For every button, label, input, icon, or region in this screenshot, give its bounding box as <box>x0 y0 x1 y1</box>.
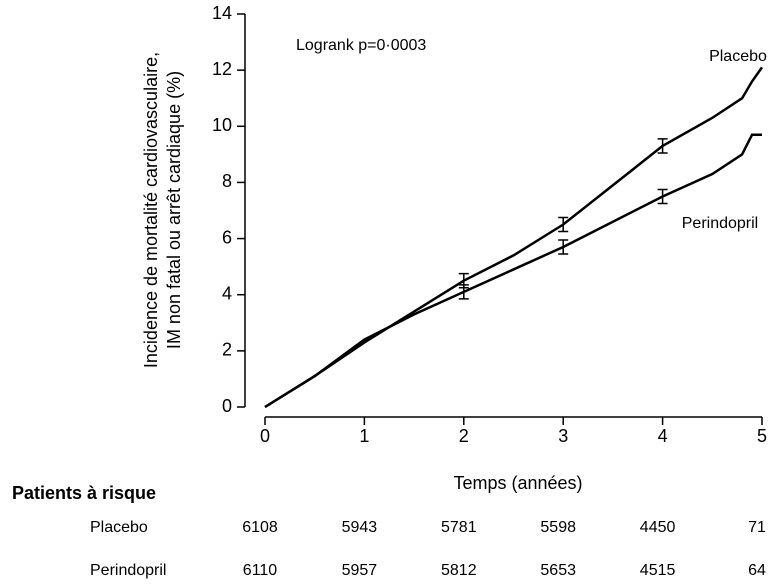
risk-row-name: Perindopril <box>90 562 166 579</box>
error-bar <box>657 138 668 154</box>
error-bar <box>657 188 668 205</box>
y-tick-label: 0 <box>222 396 232 416</box>
y-tick-label: 4 <box>222 283 232 303</box>
x-tick-label: 5 <box>757 426 767 446</box>
risk-count: 5812 <box>441 562 477 579</box>
error-bar <box>458 284 469 300</box>
x-tick-label: 2 <box>459 426 469 446</box>
risk-count: 5653 <box>540 562 576 579</box>
error-bar <box>558 216 569 233</box>
risk-count: 5781 <box>441 519 477 536</box>
risk-count: 64 <box>748 562 766 579</box>
y-tick-label: 14 <box>212 3 232 23</box>
risk-row-name: Placebo <box>90 519 148 536</box>
risk-table-title: Patients à risque <box>12 483 156 503</box>
km-curve <box>264 66 764 409</box>
risk-count: 4515 <box>640 562 676 579</box>
risk-count: 6110 <box>243 562 278 579</box>
y-axis-label: IM non fatal ou arrêt cardiaque (%) <box>164 71 184 349</box>
x-tick-label: 3 <box>558 426 568 446</box>
risk-count: 71 <box>748 519 766 536</box>
risk-count: 5957 <box>342 562 378 579</box>
risk-count: 5598 <box>540 519 576 536</box>
y-tick-label: 2 <box>222 340 232 360</box>
y-tick-label: 8 <box>222 171 232 191</box>
x-tick-label: 1 <box>359 426 369 446</box>
y-tick-label: 6 <box>222 227 232 247</box>
x-tick-label: 4 <box>658 426 668 446</box>
km-curve <box>264 133 762 409</box>
series-label: Placebo <box>709 48 767 65</box>
risk-count: 6108 <box>242 519 278 536</box>
series-label: Perindopril <box>682 215 758 232</box>
x-tick-label: 0 <box>260 426 270 446</box>
annotation: Logrank p=0·0003 <box>296 37 426 54</box>
y-tick-label: 10 <box>212 115 232 135</box>
x-axis-label: Temps (années) <box>453 473 582 493</box>
y-tick-label: 12 <box>212 59 232 79</box>
y-axis-label: Incidence de mortalité cardiovasculaire, <box>141 52 161 368</box>
risk-count: 4450 <box>640 519 676 536</box>
risk-count: 5943 <box>342 519 378 536</box>
error-bar <box>558 239 569 255</box>
